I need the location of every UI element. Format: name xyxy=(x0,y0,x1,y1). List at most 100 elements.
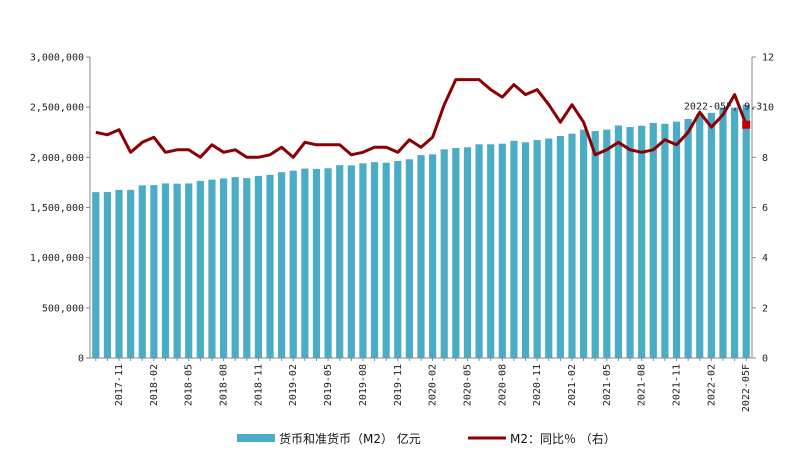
m2-bar xyxy=(394,161,402,358)
m2-bar xyxy=(219,178,228,358)
left-axis-tick-label: 2,000,000 xyxy=(30,153,84,164)
m2-bar xyxy=(336,165,344,358)
m2-bar xyxy=(417,155,425,358)
m2-bars xyxy=(92,104,750,359)
x-axis-tick-label: 2018-02 xyxy=(149,364,160,406)
m2-bar xyxy=(707,112,715,358)
x-axis: 2017-11 2018-02 2018-05 2018-08 2018-11 2019-… xyxy=(90,357,752,412)
x-axis-tick-label: 2021-08 xyxy=(637,364,648,406)
m2-bar xyxy=(127,189,135,358)
x-axis-tick-label: 2018-11 xyxy=(253,364,264,406)
m2-bar xyxy=(359,163,367,358)
x-axis-tick-label: 2022-05F xyxy=(741,364,752,412)
right-axis-tick-label: 8 xyxy=(762,153,768,164)
left-axis-tick-label: 1,500,000 xyxy=(30,203,84,214)
x-axis-tick-label: 2020-05 xyxy=(462,364,473,406)
m2-yoy-line xyxy=(95,78,751,159)
m2-bar xyxy=(568,133,576,358)
m2-bar xyxy=(231,177,239,358)
m2-bar xyxy=(556,135,564,358)
right-axis: 0 2 4 6 8 10 12 xyxy=(751,53,774,365)
x-axis-tick-label: 2022-02 xyxy=(706,364,717,406)
x-axis-tick-label: 2019-02 xyxy=(288,364,299,406)
m2-bar xyxy=(347,165,355,358)
m2-bar xyxy=(742,104,750,359)
right-axis-tick-label: 6 xyxy=(762,203,768,214)
m2-bar xyxy=(452,148,460,358)
x-axis-tick-label: 2021-02 xyxy=(567,364,578,406)
annotation: 2022-05F, 9.3 xyxy=(684,102,762,113)
x-axis-tick-label: 2021-05 xyxy=(602,364,613,406)
m2-bar xyxy=(138,185,146,358)
right-axis-tick-label: 12 xyxy=(762,53,774,64)
m2-bar xyxy=(161,183,170,358)
m2-bar xyxy=(591,131,599,358)
m2-bar xyxy=(475,144,483,358)
x-axis-tick-label: 2020-11 xyxy=(532,364,543,406)
m2-bar xyxy=(684,119,692,358)
m2-bar xyxy=(603,129,611,358)
m2-bar xyxy=(405,159,413,358)
x-axis-tick-label: 2020-02 xyxy=(428,364,439,406)
m2-bar xyxy=(301,168,309,358)
m2-bar xyxy=(312,168,321,358)
m2-bar xyxy=(672,121,681,358)
right-axis-tick-label: 2 xyxy=(762,303,768,314)
x-axis-tick-label: 2018-08 xyxy=(219,364,230,406)
x-axis-tick-label: 2017-11 xyxy=(114,364,125,406)
m2-bar xyxy=(649,122,657,358)
m2-bar xyxy=(614,125,623,358)
x-axis-tick-label: 2019-05 xyxy=(323,364,334,406)
x-axis-tick-label: 2019-11 xyxy=(393,364,404,406)
m2-bar xyxy=(487,144,495,358)
m2-bar xyxy=(208,179,216,358)
m2-bar xyxy=(510,140,518,358)
last-point-annotation: 2022-05F, 9.3 xyxy=(684,102,762,113)
m2-bar xyxy=(719,107,727,358)
legend-bar-swatch xyxy=(237,434,275,442)
m2-bar xyxy=(440,149,448,358)
x-axis-tick-label: 2019-08 xyxy=(358,364,369,406)
m2-bar xyxy=(370,162,379,358)
m2-bar xyxy=(429,154,437,358)
m2-bar xyxy=(266,174,274,358)
legend-line-label: M2：同比％ （右） xyxy=(510,431,616,446)
m2-bar xyxy=(115,189,123,358)
left-axis-tick-label: 2,500,000 xyxy=(30,103,84,114)
m2-bar xyxy=(92,192,100,358)
m2-bar xyxy=(661,123,669,359)
left-axis-tick-label: 0 xyxy=(78,354,84,365)
left-axis: 0 500,000 1,000,000 1,500,000 2,000,000 2,500… xyxy=(30,53,91,365)
m2-bar xyxy=(278,172,286,358)
right-axis-tick-label: 0 xyxy=(762,354,768,365)
right-axis-tick-label: 10 xyxy=(762,103,774,114)
m2-bar xyxy=(730,107,739,358)
m2-bar xyxy=(173,183,181,358)
left-axis-tick-label: 500,000 xyxy=(42,303,84,314)
legend: 货币和准货币（M2） 亿元 M2：同比％ （右） xyxy=(237,431,616,446)
m2-bar xyxy=(243,178,251,358)
m2-bar xyxy=(196,180,204,358)
m2-bar xyxy=(498,143,506,358)
left-axis-tick-label: 3,000,000 xyxy=(30,53,84,64)
m2-bar xyxy=(463,147,472,358)
last-point-marker xyxy=(742,120,751,129)
m2-bar xyxy=(533,140,541,358)
left-axis-tick-label: 1,000,000 xyxy=(30,253,84,264)
m2-bar xyxy=(103,192,112,358)
x-axis-tick-label: 2018-05 xyxy=(184,364,195,406)
m2-bar xyxy=(638,125,646,358)
m2-bar xyxy=(150,185,158,358)
m2-bar xyxy=(289,170,297,358)
m2-bar xyxy=(324,168,332,358)
x-axis-tick-label: 2020-08 xyxy=(497,364,508,406)
right-axis-tick-label: 4 xyxy=(762,253,768,264)
m2-bar xyxy=(545,138,553,358)
x-axis-tick-label: 2021-11 xyxy=(672,364,683,406)
m2-bar xyxy=(626,127,634,358)
m2-bar xyxy=(254,175,263,358)
m2-yoy-polyline xyxy=(95,78,748,159)
m2-bar xyxy=(382,162,390,358)
m2-bar xyxy=(696,114,704,359)
